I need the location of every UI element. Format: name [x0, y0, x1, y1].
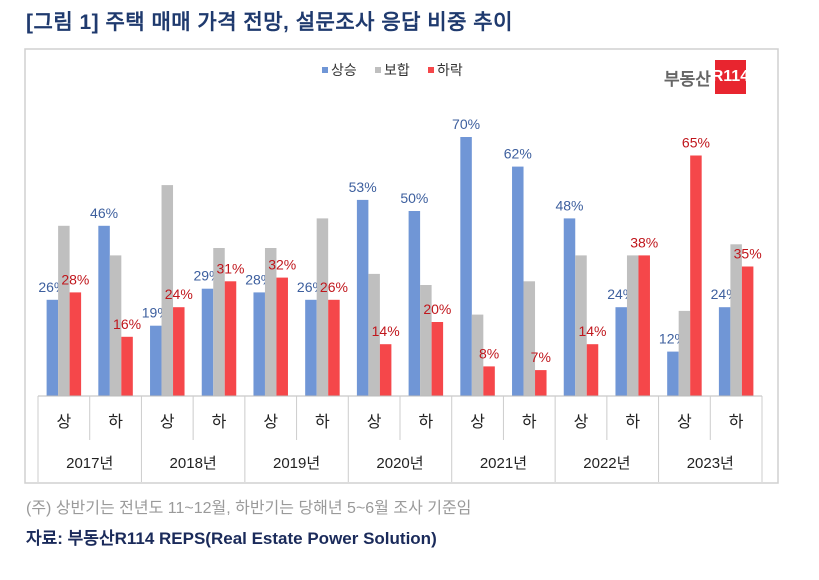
- bar-상승-1: [46, 299, 59, 396]
- legend-label-1: 상승: [331, 62, 357, 78]
- data-label-하락-6: 26%: [320, 279, 348, 295]
- data-label-상승-11: 48%: [555, 197, 583, 213]
- source-line: 자료: 부동산R114 REPS(Real Estate Power Solut…: [26, 529, 437, 548]
- logo-text: 부동산: [664, 69, 711, 89]
- year-label-4: 2020년: [376, 455, 423, 472]
- data-label-하락-9: 8%: [479, 345, 499, 361]
- bar-보합-1: [58, 225, 70, 396]
- bar-상승-12: [615, 307, 627, 396]
- bar-보합-9: [471, 314, 484, 396]
- legend-swatch-2: [375, 67, 381, 73]
- bar-하락-3: [173, 307, 185, 396]
- r114-logo: 부동산 R114: [664, 60, 749, 94]
- data-label-하락-1: 28%: [61, 271, 89, 287]
- bar-하락-5: [276, 277, 288, 396]
- bar-하락-9: [483, 366, 495, 396]
- bar-상승-7: [356, 199, 369, 396]
- category-label-3: 상: [160, 413, 175, 431]
- bar-보합-10: [523, 281, 536, 396]
- data-label-하락-7: 14%: [372, 323, 400, 339]
- bar-상승-13: [667, 351, 679, 396]
- legend-label-3: 하락: [437, 62, 463, 78]
- figure-title: [그림 1] 주택 매매 가격 전망, 설문조사 응답 비중 추이: [26, 11, 513, 34]
- bar-하락-8: [431, 322, 444, 396]
- data-label-하락-5: 32%: [268, 257, 296, 273]
- category-label-9: 상: [470, 413, 485, 431]
- bar-보합-7: [368, 273, 380, 396]
- data-label-상승-8: 50%: [400, 190, 428, 206]
- bar-보합-5: [264, 248, 277, 396]
- data-label-하락-3: 24%: [165, 286, 193, 302]
- category-label-12: 하: [625, 413, 640, 431]
- bar-상승-14: [718, 307, 731, 396]
- bar-상승-11: [563, 218, 576, 396]
- bar-보합-3: [161, 185, 174, 396]
- year-label-6: 2022년: [583, 455, 630, 472]
- bar-하락-1: [69, 292, 82, 396]
- bar-하락-7: [379, 344, 392, 396]
- bar-상승-10: [512, 166, 524, 396]
- chart-frame: [24, 48, 779, 484]
- bar-하락-14: [741, 266, 754, 396]
- bar-하락-10: [535, 370, 547, 396]
- year-label-1: 2017년: [66, 455, 113, 472]
- legend-swatch-1: [322, 67, 328, 73]
- data-label-하락-13: 65%: [682, 135, 710, 151]
- bar-보합-6: [316, 218, 329, 396]
- bar-상승-5: [253, 292, 265, 396]
- data-label-하락-2: 16%: [113, 316, 141, 332]
- bar-상승-8: [408, 211, 421, 396]
- bar-보합-4: [213, 248, 225, 396]
- bar-하락-13: [690, 155, 702, 396]
- year-label-3: 2019년: [273, 455, 320, 472]
- bar-하락-2: [121, 336, 133, 396]
- data-label-상승-7: 53%: [349, 179, 377, 195]
- logo-box: R114: [712, 60, 749, 94]
- data-label-하락-4: 31%: [216, 260, 244, 276]
- bar-하락-6: [328, 299, 340, 396]
- category-label-1: 상: [56, 413, 71, 431]
- category-label-10: 하: [522, 413, 537, 431]
- category-label-11: 상: [574, 413, 589, 431]
- bar-보합-13: [678, 310, 691, 396]
- category-label-14: 하: [729, 413, 744, 431]
- bar-상승-2: [98, 225, 110, 396]
- category-label-4: 하: [212, 413, 227, 431]
- bar-하락-11: [586, 344, 599, 396]
- data-label-상승-10: 62%: [504, 146, 532, 162]
- legend-swatch-3: [428, 67, 434, 73]
- bar-보합-14: [730, 244, 742, 396]
- data-label-상승-2: 46%: [90, 205, 118, 221]
- data-label-하락-11: 14%: [578, 323, 606, 339]
- category-label-13: 상: [677, 413, 692, 431]
- data-label-하락-12: 38%: [630, 234, 658, 250]
- bar-하락-12: [638, 255, 650, 396]
- bar-하락-4: [224, 281, 237, 396]
- data-label-하락-14: 35%: [734, 246, 762, 262]
- category-label-5: 상: [263, 413, 278, 431]
- bar-보합-2: [109, 255, 122, 396]
- category-label-6: 하: [315, 413, 330, 431]
- bar-상승-4: [201, 288, 214, 396]
- year-label-2: 2018년: [170, 455, 217, 472]
- bar-보합-11: [575, 255, 587, 396]
- year-label-5: 2021년: [480, 455, 527, 472]
- category-label-7: 상: [367, 413, 382, 431]
- bar-상승-3: [150, 325, 162, 396]
- data-label-상승-9: 70%: [452, 116, 480, 132]
- year-label-7: 2023년: [687, 455, 734, 472]
- legend-label-2: 보합: [384, 62, 410, 78]
- bar-상승-6: [305, 299, 317, 396]
- category-label-2: 하: [108, 413, 123, 431]
- footnote: (주) 상반기는 전년도 11~12월, 하반기는 당해년 5~6월 조사 기준…: [26, 500, 472, 517]
- category-label-8: 하: [418, 413, 433, 431]
- bar-보합-8: [420, 285, 432, 396]
- data-label-하락-8: 20%: [423, 301, 451, 317]
- data-label-하락-10: 7%: [531, 349, 551, 365]
- bar-보합-12: [626, 255, 639, 396]
- bar-상승-9: [460, 137, 472, 396]
